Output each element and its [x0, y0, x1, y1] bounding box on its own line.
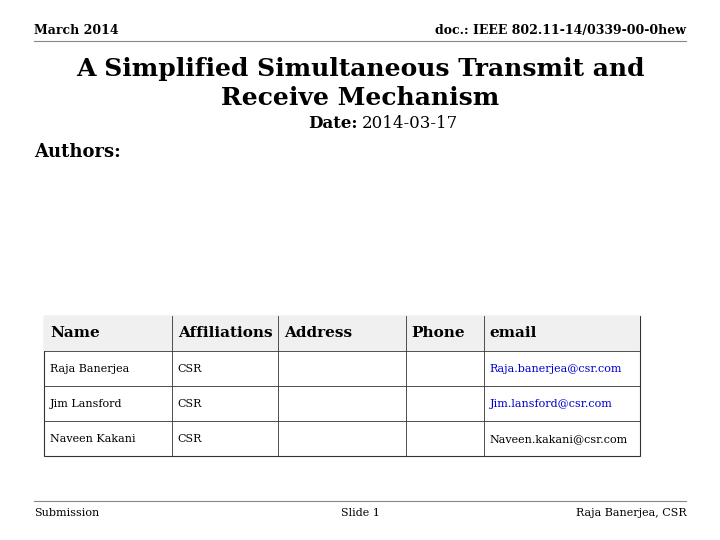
Text: Submission: Submission [34, 508, 99, 518]
Text: Receive Mechanism: Receive Mechanism [221, 86, 499, 110]
Text: Phone: Phone [412, 327, 465, 340]
Text: March 2014: March 2014 [34, 24, 118, 37]
Text: CSR: CSR [178, 399, 202, 409]
Text: doc.: IEEE 802.11-14/0339-00-0hew: doc.: IEEE 802.11-14/0339-00-0hew [436, 24, 686, 37]
Text: Name: Name [50, 327, 99, 340]
Text: email: email [490, 327, 537, 340]
Text: Slide 1: Slide 1 [341, 508, 379, 518]
Text: Raja Banerjea: Raja Banerjea [50, 363, 129, 374]
Text: Date:: Date: [308, 115, 358, 132]
Text: CSR: CSR [178, 434, 202, 444]
FancyBboxPatch shape [44, 316, 640, 456]
Text: 2014-03-17: 2014-03-17 [362, 115, 459, 132]
Text: Raja.banerjea@csr.com: Raja.banerjea@csr.com [490, 363, 622, 374]
Text: Jim.lansford@csr.com: Jim.lansford@csr.com [490, 399, 613, 409]
FancyBboxPatch shape [44, 316, 640, 351]
Text: Raja Banerjea, CSR: Raja Banerjea, CSR [576, 508, 686, 518]
Text: Address: Address [284, 327, 352, 340]
Text: Authors:: Authors: [34, 143, 120, 161]
Text: Naveen.kakani@csr.com: Naveen.kakani@csr.com [490, 434, 628, 444]
Text: Affiliations: Affiliations [178, 327, 272, 340]
Text: Jim Lansford: Jim Lansford [50, 399, 122, 409]
Text: CSR: CSR [178, 363, 202, 374]
Text: A Simplified Simultaneous Transmit and: A Simplified Simultaneous Transmit and [76, 57, 644, 80]
Text: Naveen Kakani: Naveen Kakani [50, 434, 135, 444]
